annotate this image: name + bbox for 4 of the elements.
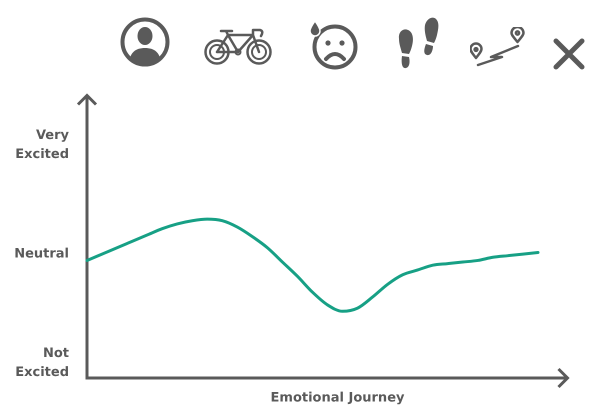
text: Very Excited <box>15 128 70 162</box>
text: Not Excited <box>15 346 69 380</box>
x-axis-title: Emotional Journey <box>270 390 405 406</box>
text: Neutral <box>14 246 69 262</box>
